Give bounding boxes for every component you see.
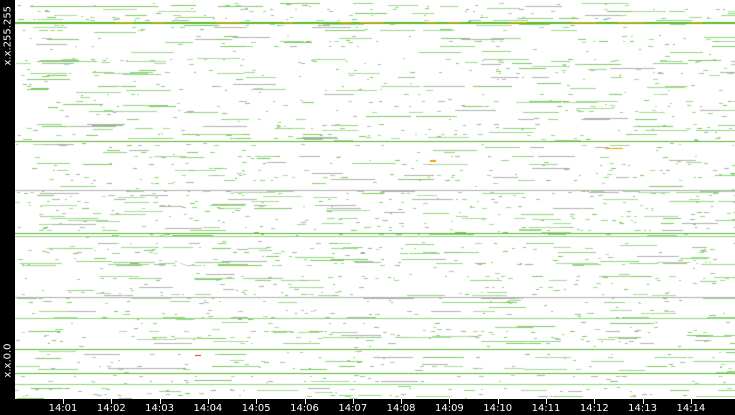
x-tick [642, 399, 644, 404]
x-tick [159, 399, 161, 404]
x-tick-label: 14:08 [386, 403, 416, 414]
x-tick-label: 14:01 [48, 403, 78, 414]
x-tick-label: 14:06 [290, 403, 319, 414]
x-tick-label: 14:10 [483, 403, 513, 414]
x-tick [690, 399, 692, 404]
x-tick-label: 14:05 [241, 403, 271, 414]
x-tick-label: 14:13 [628, 403, 657, 414]
x-tick-label: 14:12 [579, 403, 609, 414]
y-label-bottom: x.x.0.0 [2, 343, 14, 378]
x-tick-label: 14:04 [193, 403, 223, 414]
x-tick [63, 399, 64, 404]
x-tick [594, 399, 596, 404]
y-axis: x.x.255.255 x.x.0.0 [0, 0, 15, 399]
x-tick [401, 399, 403, 404]
y-label-top: x.x.255.255 [2, 5, 14, 66]
x-tick-label: 14:03 [145, 403, 174, 414]
x-tick [546, 399, 547, 404]
x-tick [304, 399, 306, 404]
x-tick [207, 399, 209, 404]
x-tick-label: 14:11 [531, 403, 561, 414]
traffic-heatmap [15, 0, 735, 399]
x-tick-label: 14:14 [676, 403, 706, 414]
x-tick-label: 14:07 [338, 403, 368, 414]
x-axis: 14:01 14:02 14:03 14:04 14:05 14:06 14:07 14:08… [15, 399, 735, 415]
x-tick-label: 14:02 [96, 403, 126, 414]
x-tick [111, 399, 113, 404]
x-tick [497, 399, 499, 404]
x-tick [352, 399, 354, 404]
x-tick [256, 399, 258, 404]
x-tick [449, 399, 451, 404]
x-tick-label: 14:09 [434, 403, 464, 414]
